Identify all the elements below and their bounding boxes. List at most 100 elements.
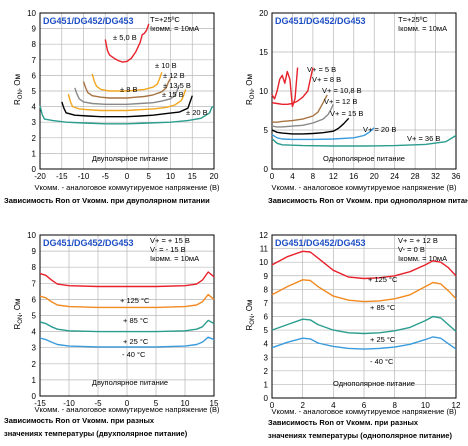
series-line (271, 104, 334, 128)
supply-mode-label: Двуполярное питание (92, 378, 168, 387)
y-axis-label: RON, Ом (13, 299, 24, 330)
series-line (271, 279, 457, 303)
y-tick-label: 5 (264, 126, 269, 135)
chart-2: 0 4 8 12 16 20 24 28 32 36 0 5 10 15 20 Vкомм. - аналог… (245, 9, 468, 205)
condition-text: V- = - 15 В (150, 245, 186, 254)
x-tick-label: -10 (78, 172, 90, 181)
y-tick-label: 1 (32, 149, 37, 158)
x-tick-label: 15 (188, 172, 197, 181)
y-tick-label: 1 (264, 380, 269, 389)
x-tick-label: 0 (270, 172, 275, 181)
x-axis-label: Vкомм. - аналоговое коммутируемое напряж… (35, 183, 220, 192)
y-tick-label: 4 (32, 103, 37, 112)
plot-frame (39, 12, 215, 170)
x-tick-label: -15 (34, 399, 46, 408)
series-line (271, 250, 457, 280)
supply-mode-label: Однополярное питание (333, 379, 415, 388)
part-label: DG451/DG452/DG453 (43, 238, 134, 248)
y-tick-label: 7 (32, 56, 37, 65)
series-label: V+ = 10,8 В (322, 86, 362, 95)
series-line (271, 67, 299, 108)
chart-caption: Зависимость Ron от Vкомм. при разных (268, 418, 419, 427)
series-line (271, 336, 457, 350)
x-tick-label: 8 (311, 172, 316, 181)
series-line (61, 95, 193, 118)
series-line (39, 336, 215, 348)
plot-frame (39, 234, 215, 397)
condition-text: T=+25ºC (150, 15, 180, 24)
part-label: DG451/DG452/DG453 (43, 16, 134, 26)
x-tick-label: 32 (431, 172, 440, 181)
y-tick-label: 9 (264, 272, 269, 281)
series-line (82, 78, 172, 99)
x-tick-label: 4 (331, 401, 336, 410)
x-tick-label: 8 (392, 401, 397, 410)
part-label: DG451/DG452/DG453 (275, 238, 366, 248)
series-line (271, 315, 457, 335)
y-tick-label: 4 (264, 340, 269, 349)
plot-frame (271, 234, 457, 399)
x-axis-label: Vкомм. - аналоговое коммутируемое напряж… (35, 405, 220, 414)
condition-text: T=+25ºC (398, 15, 428, 24)
x-tick-label: 0 (270, 401, 275, 410)
series-label: + 125 °C (120, 296, 150, 305)
series-label: V+ = 8 В (312, 75, 341, 84)
y-tick-label: 10 (27, 231, 36, 240)
chart-caption: значениях температуры (двухполярное пита… (4, 429, 188, 438)
y-tick-label: 9 (32, 247, 37, 256)
y-tick-label: 6 (264, 313, 269, 322)
series-line (271, 67, 314, 106)
series-label: ± 12 В (163, 71, 185, 80)
series-label: V+ = 36 В (407, 134, 440, 143)
y-tick-label: 8 (32, 263, 37, 272)
x-tick-labels: 0 2 4 6 8 10 12 (270, 401, 461, 410)
y-tick-label: 10 (259, 258, 268, 267)
series-label: - 40 °C (370, 357, 394, 366)
x-tick-label: 6 (362, 401, 367, 410)
y-tick-label: 2 (32, 134, 37, 143)
y-tick-labels: 0 5 10 15 20 (259, 9, 268, 174)
series-label: + 125 °C (368, 275, 398, 284)
y-tick-labels: 0 1 2 3 4 5 6 7 8 9 10 (27, 231, 36, 401)
y-tick-labels: 0 1 2 3 4 5 6 7 8 9 10 (27, 9, 36, 174)
series-line (104, 23, 150, 63)
y-tick-label: 11 (260, 245, 269, 254)
series-label: ± 8 В (120, 85, 137, 94)
y-axis-label: RON, Ом (245, 300, 256, 331)
chart-caption: Зависимость Ron от Vкомм. при однополярн… (268, 196, 468, 205)
y-tick-label: 3 (32, 344, 37, 353)
y-tick-label: 3 (264, 353, 269, 362)
series-line (39, 105, 215, 125)
x-tick-label: 0 (125, 399, 130, 408)
y-tick-label: 0 (32, 392, 37, 401)
x-axis-label: Vкомм. - аналоговое коммутируемое напряж… (272, 183, 457, 192)
y-tick-label: 5 (32, 312, 37, 321)
series-line (271, 117, 350, 135)
series-label: + 85 °C (123, 316, 149, 325)
x-tick-label: -15 (56, 172, 68, 181)
series-label: ± 10 В (155, 61, 177, 70)
x-tick-label: 5 (147, 172, 152, 181)
x-tick-label: -5 (94, 399, 102, 408)
series-line (39, 319, 215, 333)
x-tick-labels: -15 -10 -5 0 5 10 15 (34, 399, 219, 408)
condition-text: Iкомм. = 10мA (150, 24, 199, 33)
series-line (271, 134, 457, 147)
supply-mode-label: Однополярное питание (323, 154, 405, 163)
x-tick-label: -10 (63, 399, 75, 408)
x-tick-label: 2 (300, 401, 305, 410)
series-line (272, 94, 328, 123)
x-tick-label: 15 (210, 399, 219, 408)
series-line (271, 127, 375, 141)
series-label: ± 5,0 В (113, 33, 137, 42)
y-tick-label: 2 (264, 367, 269, 376)
y-tick-label: 3 (32, 118, 37, 127)
series-label: V+ = 15 В (330, 109, 363, 118)
x-tick-labels: 0 4 8 12 16 20 24 28 32 36 (270, 172, 461, 181)
series-group: + 125 °C + 85 °C + 25 °C - 40 °C (39, 271, 215, 359)
x-tick-label: 4 (290, 172, 295, 181)
